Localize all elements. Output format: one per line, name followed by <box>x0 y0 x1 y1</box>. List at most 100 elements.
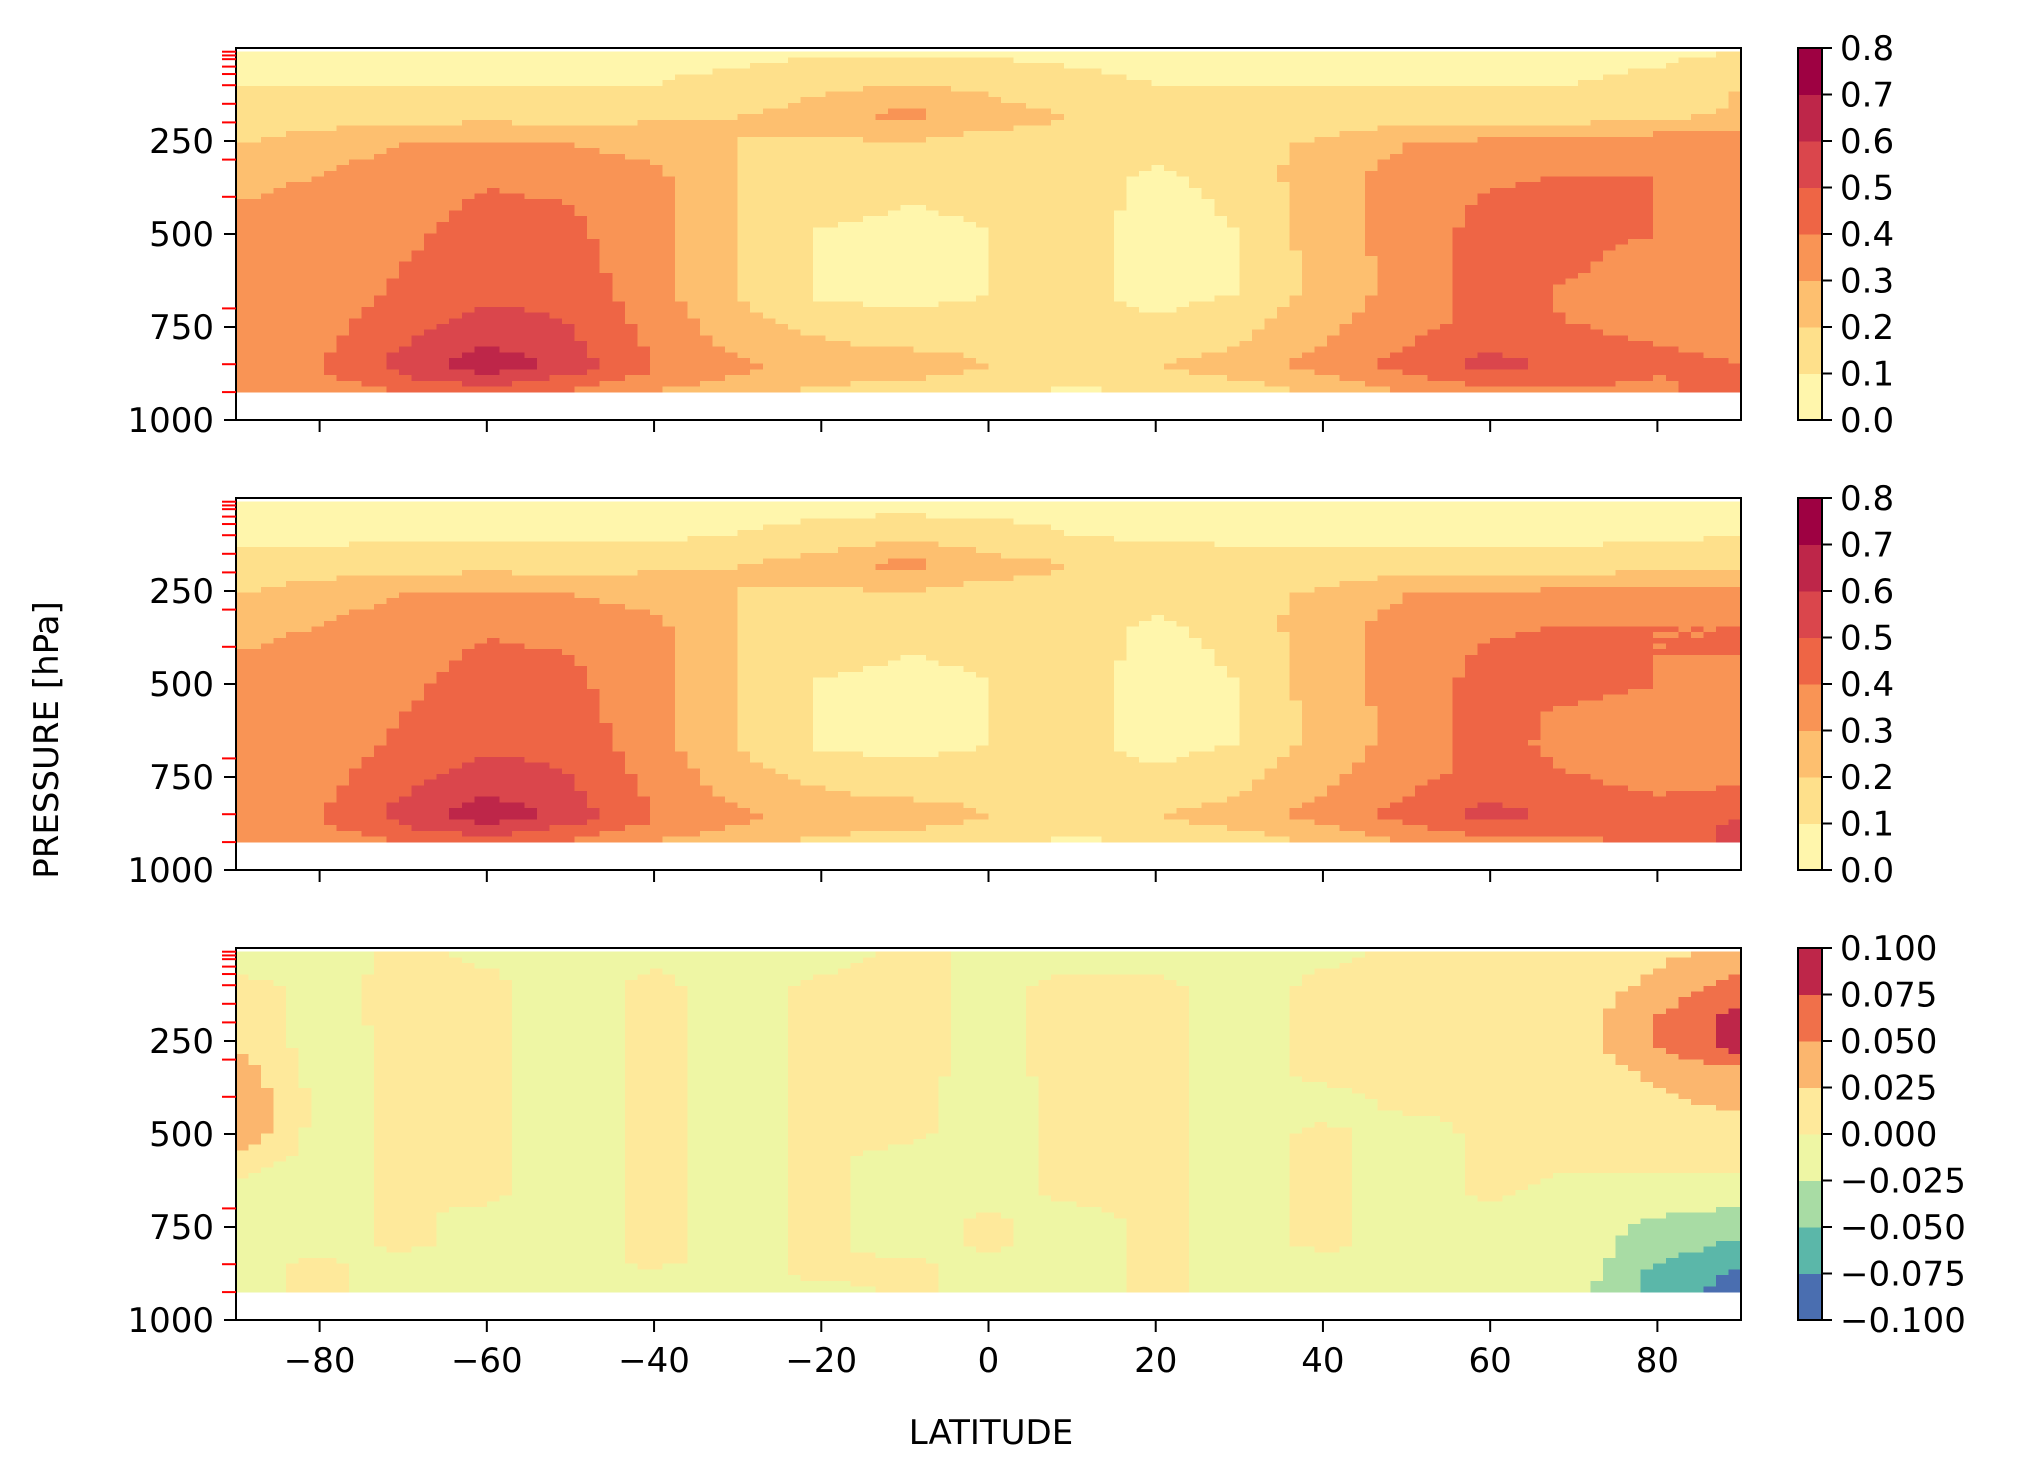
contour-cell <box>1314 136 1328 144</box>
contour-cell <box>988 199 1002 206</box>
contour-cell <box>411 153 425 161</box>
contour-cell <box>838 216 852 223</box>
contour-cell <box>1465 238 1479 246</box>
contour-cell <box>900 114 914 121</box>
contour-cell <box>1276 97 1291 104</box>
contour-cell <box>449 148 463 155</box>
contour-cell <box>1026 233 1040 240</box>
contour-cell <box>712 233 726 240</box>
contour-cell <box>838 233 852 240</box>
contour-cell <box>674 187 689 195</box>
contour-cell <box>1502 176 1516 183</box>
contour-cell <box>1189 125 1203 132</box>
contour-cell <box>637 74 651 81</box>
contour-cell <box>1490 159 1504 166</box>
contour-cell <box>913 57 927 64</box>
contour-cell <box>787 193 801 200</box>
contour-cell <box>1201 278 1215 285</box>
contour-cell <box>1214 63 1228 70</box>
contour-cell <box>1377 278 1391 285</box>
contour-cell <box>938 238 952 246</box>
contour-cell <box>348 165 363 172</box>
contour-cell <box>1026 210 1040 217</box>
contour-cell <box>1364 244 1378 251</box>
contour-cell <box>925 80 939 87</box>
contour-cell <box>1164 182 1178 189</box>
contour-cell <box>838 284 852 291</box>
contour-cell <box>336 227 350 234</box>
contour-cell <box>461 199 475 206</box>
contour-cell <box>1440 97 1454 104</box>
contour-cell <box>1339 63 1353 70</box>
contour-cell <box>1339 272 1353 280</box>
contour-cell <box>687 102 701 110</box>
contour-cell <box>900 193 914 200</box>
contour-cell <box>248 51 262 58</box>
contour-cell <box>1452 233 1466 240</box>
contour-cell <box>863 85 877 93</box>
contour-cell <box>1565 159 1579 166</box>
contour-cell <box>900 221 914 229</box>
contour-cell <box>524 51 538 58</box>
contour-cell <box>612 272 626 280</box>
contour-cell <box>624 210 638 217</box>
contour-cell <box>950 278 965 285</box>
contour-cell <box>800 250 814 257</box>
contour-cell <box>424 153 438 161</box>
contour-cell <box>499 63 513 70</box>
contour-cell <box>261 148 275 155</box>
contour-cell <box>825 97 839 104</box>
contour-cell <box>1427 136 1441 144</box>
contour-cell <box>1076 187 1090 195</box>
contour-cell <box>1653 136 1667 144</box>
contour-cell <box>486 91 500 98</box>
contour-cell <box>649 187 664 195</box>
contour-cell <box>988 153 1002 161</box>
contour-cell <box>1527 108 1541 115</box>
contour-cell <box>236 272 250 280</box>
contour-cell <box>1678 255 1692 263</box>
contour-cell <box>562 136 576 144</box>
contour-cell <box>1352 199 1366 206</box>
contour-cell <box>1352 261 1366 268</box>
contour-cell <box>599 63 613 70</box>
contour-cell <box>1477 267 1491 274</box>
contour-cell <box>1653 267 1667 274</box>
contour-cell <box>1577 136 1592 144</box>
contour-cell <box>1214 102 1228 110</box>
contour-cell <box>1076 91 1090 98</box>
contour-cell <box>1013 102 1027 110</box>
contour-cell <box>1264 108 1278 115</box>
contour-cell <box>574 119 588 127</box>
contour-cell <box>649 216 664 223</box>
contour-cell <box>511 131 526 138</box>
contour-cell <box>1640 136 1654 144</box>
contour-cell <box>1289 153 1303 161</box>
contour-cell <box>1465 199 1479 206</box>
contour-cell <box>1540 97 1554 104</box>
contour-cell <box>1515 114 1529 121</box>
contour-cell <box>950 170 965 178</box>
contour-cell <box>1653 233 1667 240</box>
contour-cell <box>1276 159 1291 166</box>
contour-cell <box>963 142 977 149</box>
contour-cell <box>1389 51 1403 58</box>
contour-cell <box>499 267 513 274</box>
contour-cell <box>461 97 475 104</box>
contour-cell <box>913 233 927 240</box>
contour-cell <box>261 221 275 229</box>
contour-cell <box>1440 148 1454 155</box>
contour-cell <box>938 102 952 110</box>
contour-cell <box>1201 272 1215 280</box>
contour-cell <box>963 193 977 200</box>
contour-cell <box>562 187 576 195</box>
contour-cell <box>1364 187 1378 195</box>
contour-cell <box>248 187 262 195</box>
contour-cell <box>712 204 726 212</box>
contour-cell <box>674 97 689 104</box>
contour-cell <box>273 91 287 98</box>
contour-cell <box>1628 165 1642 172</box>
contour-cell <box>1264 153 1278 161</box>
contour-cell <box>1665 102 1679 110</box>
contour-cell <box>900 210 914 217</box>
